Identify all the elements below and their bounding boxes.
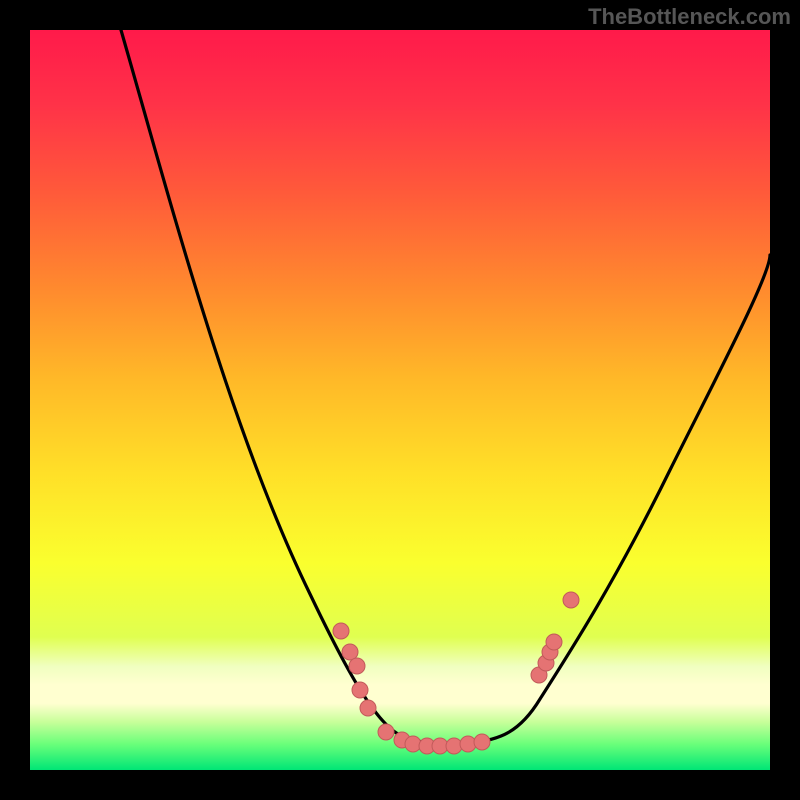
marker-point: [360, 700, 376, 716]
marker-point: [446, 738, 462, 754]
marker-point: [405, 736, 421, 752]
marker-point: [378, 724, 394, 740]
marker-point: [342, 644, 358, 660]
curve-right_branch: [470, 255, 770, 743]
marker-point: [460, 736, 476, 752]
watermark-text: TheBottleneck.com: [588, 4, 791, 30]
marker-point: [333, 623, 349, 639]
marker-point: [349, 658, 365, 674]
marker-point: [474, 734, 490, 750]
bottleneck-curve: [30, 30, 770, 770]
curve-left_branch: [121, 30, 470, 744]
marker-point: [546, 634, 562, 650]
plot-area: [30, 30, 770, 770]
chart-frame: TheBottleneck.com: [0, 0, 800, 800]
marker-point: [563, 592, 579, 608]
marker-point: [352, 682, 368, 698]
